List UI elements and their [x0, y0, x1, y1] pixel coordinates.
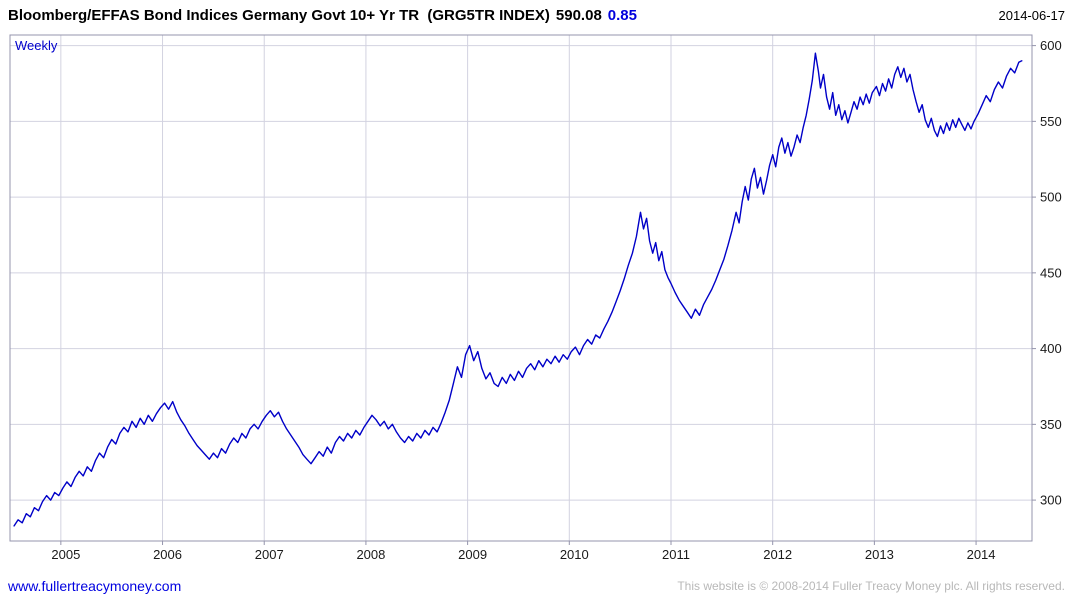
svg-text:2008: 2008: [356, 547, 385, 562]
svg-text:2009: 2009: [458, 547, 487, 562]
site-link[interactable]: www.fullertreacymoney.com: [8, 578, 182, 594]
svg-text:600: 600: [1040, 38, 1062, 53]
chart-title: Bloomberg/EFFAS Bond Indices Germany Gov…: [8, 7, 550, 24]
svg-text:300: 300: [1040, 493, 1062, 508]
copyright-text: This website is © 2008-2014 Fuller Treac…: [677, 579, 1065, 593]
change-value: 0.85: [607, 7, 637, 24]
svg-text:2013: 2013: [865, 547, 894, 562]
date-label: 2014-06-17: [998, 8, 1066, 23]
svg-text:2011: 2011: [662, 547, 690, 562]
footer: www.fullertreacymoney.com This website i…: [0, 576, 1075, 600]
svg-text:2012: 2012: [763, 547, 792, 562]
chart-header: Bloomberg/EFFAS Bond Indices Germany Gov…: [8, 5, 1067, 29]
chart-canvas[interactable]: 300 350 400 450 500 550 600 2005 2006 2007 2008 200…: [0, 30, 1075, 575]
svg-text:350: 350: [1040, 417, 1062, 432]
title-area: Bloomberg/EFFAS Bond Indices Germany Gov…: [8, 7, 637, 24]
svg-text:450: 450: [1040, 265, 1062, 280]
interval-label: Weekly: [15, 38, 58, 53]
svg-text:2006: 2006: [153, 547, 182, 562]
svg-text:2007: 2007: [255, 547, 284, 562]
svg-text:2010: 2010: [560, 547, 589, 562]
svg-text:550: 550: [1040, 114, 1062, 129]
price-chart[interactable]: 300 350 400 450 500 550 600 2005 2006 2007 2008 200…: [0, 30, 1075, 575]
svg-text:500: 500: [1040, 190, 1062, 205]
svg-text:2005: 2005: [51, 547, 80, 562]
last-value: 590.08: [555, 7, 602, 24]
svg-text:400: 400: [1040, 341, 1062, 356]
svg-text:2014: 2014: [967, 547, 996, 562]
